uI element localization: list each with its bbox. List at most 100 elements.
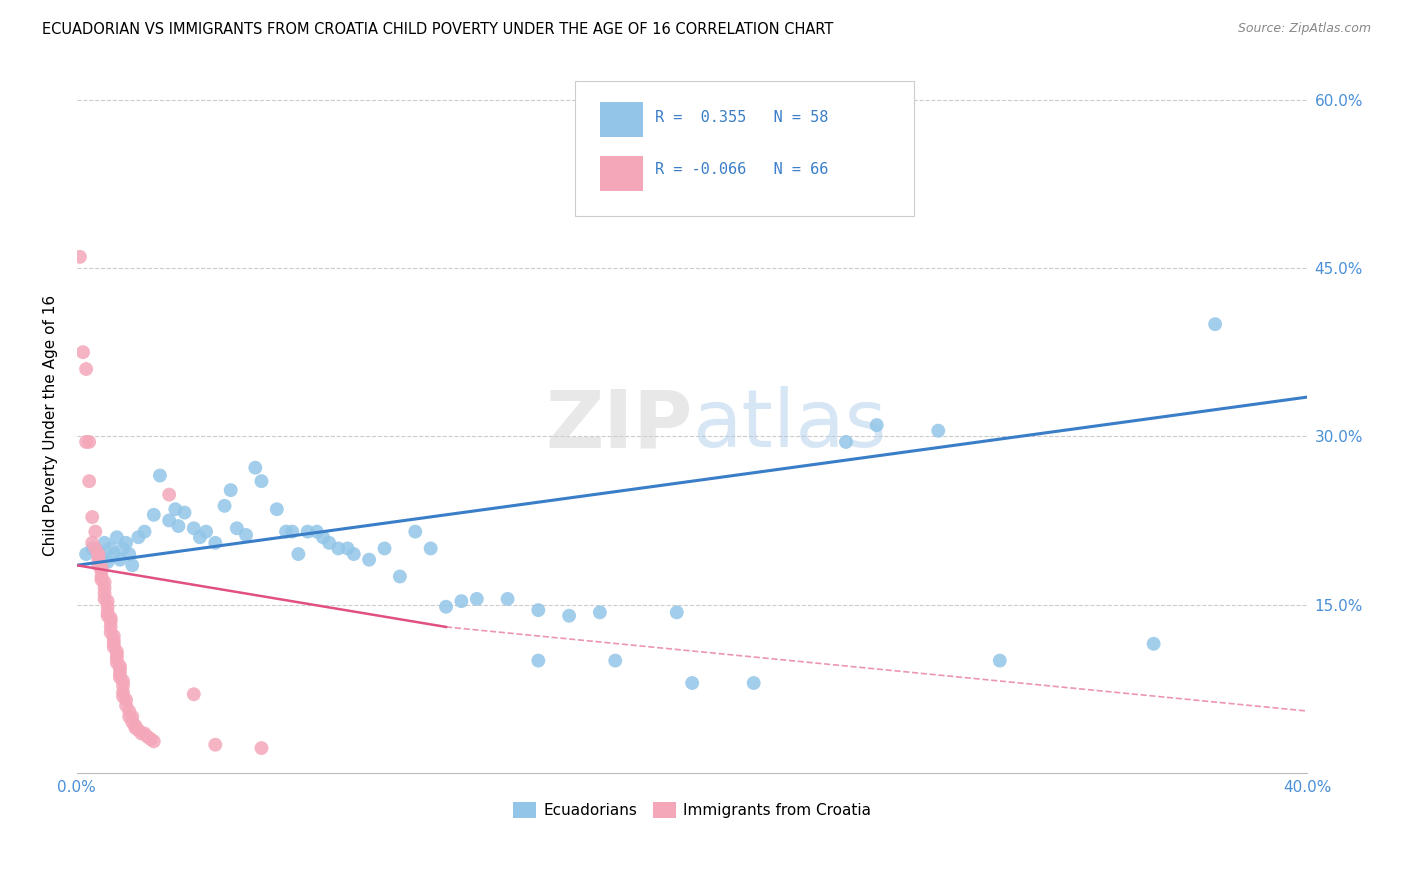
Point [131,726,153,740]
Point [105,651,128,665]
Point [245,460,267,475]
Point [665,606,688,620]
Point [434,599,457,614]
Point [681,676,703,690]
Point [108,663,131,677]
Point [866,418,889,433]
Point [465,591,488,606]
Point [605,654,627,668]
Y-axis label: Child Poverty Under the Age of 16: Child Poverty Under the Age of 16 [44,294,58,556]
Point [173,506,195,520]
Point [111,690,134,704]
Point [118,704,141,718]
Point [118,547,141,561]
Point [82,510,104,524]
Point [118,709,141,723]
Point [250,474,273,488]
Point [558,608,581,623]
Point [90,560,112,574]
Point [111,541,134,556]
Point [90,564,112,578]
Point [105,530,128,544]
Point [115,536,138,550]
Point [87,558,110,573]
Point [127,530,149,544]
Point [108,552,131,566]
Point [100,625,122,640]
Point [103,637,125,651]
Point [87,552,110,566]
Point [214,499,236,513]
Point [157,513,180,527]
Point [108,659,131,673]
Point [450,594,472,608]
Point [115,698,138,713]
Point [100,541,122,556]
Text: R = -0.066   N = 66: R = -0.066 N = 66 [655,162,828,178]
Point [108,667,131,681]
Point [93,536,115,550]
Point [75,547,97,561]
Point [93,581,115,595]
Point [108,670,131,684]
Legend: Ecuadorians, Immigrants from Croatia: Ecuadorians, Immigrants from Croatia [508,796,877,824]
Point [136,730,159,744]
Point [527,603,550,617]
Point [90,569,112,583]
Point [127,723,149,738]
Point [225,521,247,535]
Point [496,591,519,606]
Point [527,654,550,668]
Point [343,547,366,561]
Point [165,502,187,516]
FancyBboxPatch shape [575,81,914,217]
Point [100,615,122,629]
Point [100,611,122,625]
Point [404,524,426,539]
Point [103,629,125,643]
Point [359,552,381,566]
Point [281,524,304,539]
Point [77,434,100,449]
Point [75,362,97,376]
Point [183,521,205,535]
Point [121,715,143,730]
Point [142,734,165,748]
Point [204,738,226,752]
Point [742,676,765,690]
Point [97,606,120,620]
Point [82,541,104,556]
Point [87,549,110,564]
Point [266,502,288,516]
Point [1204,317,1226,331]
Point [274,524,297,539]
Point [142,508,165,522]
Point [105,645,128,659]
Point [157,488,180,502]
Point [250,741,273,756]
Point [121,558,143,573]
Point [219,483,242,497]
Point [988,654,1011,668]
Point [75,434,97,449]
Point [287,547,309,561]
Point [97,555,120,569]
Point [105,648,128,662]
Point [93,586,115,600]
Point [111,678,134,692]
Point [121,709,143,723]
Point [318,536,340,550]
Text: R =  0.355   N = 58: R = 0.355 N = 58 [655,110,828,125]
Point [90,573,112,587]
Point [183,687,205,701]
Point [111,685,134,699]
Point [167,519,190,533]
Point [328,541,350,556]
Point [90,550,112,565]
Point [373,541,395,556]
Point [87,547,110,561]
Point [134,726,156,740]
Point [195,524,218,539]
Point [835,434,858,449]
Point [305,524,328,539]
